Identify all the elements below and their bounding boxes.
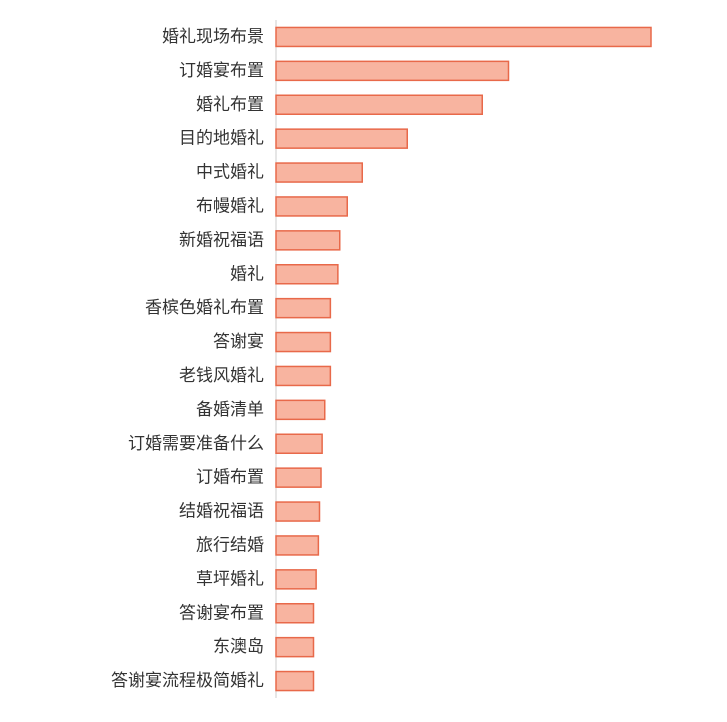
bar-6 [275,230,341,251]
category-label-2: 婚礼布置 [196,95,264,115]
bar-2 [275,94,483,115]
category-label-4: 中式婚礼 [196,163,264,183]
bar-14 [275,501,321,522]
category-label-9: 答谢宴 [213,332,264,352]
bar-0 [275,26,652,48]
bar-19 [275,670,315,692]
category-label-0: 婚礼现场布景 [162,27,264,47]
bar-4 [275,162,363,183]
category-label-14: 结婚祝福语 [179,502,264,522]
bar-11 [275,399,326,421]
category-label-10: 老钱风婚礼 [179,366,264,386]
category-label-5: 布幔婚礼 [196,196,264,216]
bar-12 [275,433,323,454]
bar-9 [275,331,332,353]
category-label-13: 订婚布置 [196,468,264,488]
bar-18 [275,636,315,658]
category-label-19: 答谢宴流程极简婚礼 [111,671,264,691]
category-label-17: 答谢宴布置 [179,603,264,623]
bar-13 [275,467,322,488]
bar-17 [275,603,315,624]
bar-1 [275,60,510,82]
bar-5 [275,196,348,217]
bars [275,26,652,692]
category-label-6: 新婚祝福语 [179,230,264,250]
category-label-1: 订婚宴布置 [179,61,264,81]
bar-15 [275,535,320,556]
category-label-3: 目的地婚礼 [179,129,264,149]
bar-16 [275,569,317,590]
bar-3 [275,128,408,149]
category-label-18: 东澳岛 [213,637,264,657]
category-label-11: 备婚清单 [196,400,264,420]
category-labels: 婚礼现场布景订婚宴布置婚礼布置目的地婚礼中式婚礼布幔婚礼新婚祝福语婚礼香槟色婚礼… [111,27,264,691]
category-label-16: 草坪婚礼 [196,569,264,589]
category-label-15: 旅行结婚 [196,535,264,555]
bar-7 [275,264,339,285]
category-label-8: 香槟色婚礼布置 [145,298,264,318]
bar-8 [275,297,332,319]
bar-10 [275,365,332,387]
category-label-7: 婚礼 [230,264,264,284]
category-label-12: 订婚需要准备什么 [128,434,264,454]
